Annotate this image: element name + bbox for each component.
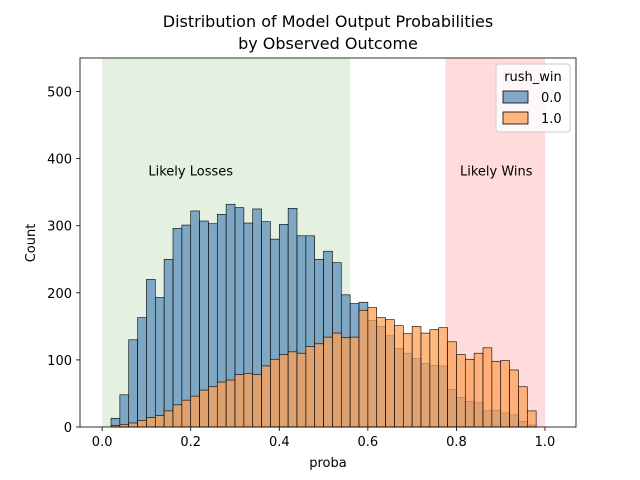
chart-title-line-2: by Observed Outcome — [238, 34, 418, 53]
legend: rush_win 0.0 1.0 — [495, 63, 571, 133]
y-tick-label-4: 400 — [47, 153, 72, 168]
bar-series-0-bin-6 — [154, 297, 165, 428]
bar-series-1-bin-32 — [385, 319, 395, 428]
bar-series-1-bin-33 — [394, 325, 404, 428]
x-tick-label-5: 1.0 — [535, 435, 556, 450]
bar-series-1-bin-13 — [216, 381, 227, 428]
x-tick-label-2: 0.4 — [269, 435, 290, 450]
region-annotations: Likely Losses Likely Wins — [148, 164, 532, 179]
bar-series-0-bin-2 — [119, 394, 130, 428]
x-axis-label: proba — [309, 456, 346, 471]
y-tick-label-5: 500 — [47, 86, 72, 101]
bar-series-1-bin-10 — [190, 395, 200, 428]
bar-series-0-bin-3 — [128, 339, 138, 428]
bar-series-1-bin-7 — [163, 410, 174, 428]
bar-series-1-bin-17 — [252, 374, 262, 428]
bar-series-1-bin-4 — [137, 419, 147, 428]
bar-series-1-bin-23 — [305, 346, 316, 428]
bar-series-1-bin-34 — [402, 333, 413, 428]
legend-swatch-1 — [502, 111, 529, 125]
bar-series-1-bin-16 — [243, 373, 254, 428]
bar-series-1-bin-47 — [518, 386, 528, 428]
bar-series-1-bin-45 — [500, 360, 510, 428]
chart-title-line-1: Distribution of Model Output Probabiliti… — [163, 12, 493, 31]
bar-series-1-bin-28 — [349, 336, 360, 428]
bar-series-1-bin-24 — [314, 343, 324, 428]
bar-series-1-bin-43 — [482, 347, 493, 428]
legend-entry-1: 1.0 — [541, 112, 562, 127]
y-tick-label-1: 100 — [47, 354, 72, 369]
bar-series-0-bin-5 — [146, 279, 156, 428]
bar-series-1-bin-14 — [225, 379, 236, 428]
bar-series-1-bin-12 — [208, 386, 218, 428]
bar-series-1-bin-29 — [358, 309, 369, 428]
legend-swatch-0 — [502, 90, 529, 104]
axes: 0.0 0.2 0.4 0.6 0.8 1.0 0 100 200 300 400 500 — [47, 57, 577, 450]
bar-series-1-bin-38 — [438, 327, 448, 428]
bar-series-1-bin-2 — [119, 424, 130, 428]
x-tick-label-1: 0.2 — [180, 435, 201, 450]
legend-title: rush_win — [504, 70, 562, 85]
bar-series-1-bin-6 — [154, 415, 165, 428]
y-tick-label-0: 0 — [64, 421, 72, 436]
bar-series-1-bin-42 — [473, 352, 484, 428]
bar-series-1-bin-9 — [181, 399, 192, 428]
x-tick-label-4: 0.8 — [446, 435, 467, 450]
bar-series-0-bin-8 — [172, 228, 183, 428]
bar-series-1-bin-35 — [411, 326, 422, 428]
bar-series-1-bin-8 — [172, 404, 183, 428]
x-tick-label-3: 0.6 — [358, 435, 379, 450]
bar-series-1-bin-11 — [199, 389, 209, 428]
bar-series-1-bin-37 — [429, 329, 440, 428]
bar-series-1-bin-41 — [464, 358, 475, 428]
bar-series-1-bin-30 — [367, 307, 378, 428]
bar-series-1-bin-26 — [332, 332, 342, 428]
histogram-bars — [110, 203, 537, 428]
bar-series-1-bin-44 — [491, 360, 502, 428]
bar-series-0-bin-7 — [163, 258, 174, 428]
plot-frame — [79, 57, 577, 428]
bar-series-1-bin-31 — [376, 317, 386, 428]
bar-series-1-bin-5 — [146, 417, 156, 428]
bar-series-1-bin-19 — [270, 358, 280, 428]
bar-series-1-bin-3 — [128, 422, 138, 428]
bar-series-1-bin-46 — [509, 369, 519, 428]
y-tick-label-3: 300 — [47, 220, 72, 235]
bar-series-1-bin-15 — [234, 374, 245, 428]
annotation-1: Likely Wins — [460, 164, 533, 179]
bar-series-1-bin-27 — [340, 337, 351, 428]
annotation-0: Likely Losses — [148, 164, 233, 179]
bar-series-0-bin-4 — [137, 317, 147, 428]
bar-series-1-bin-36 — [420, 332, 431, 428]
bar-series-0-bin-10 — [190, 210, 200, 428]
legend-entry-0: 0.0 — [541, 91, 562, 106]
bar-series-1-bin-48 — [526, 410, 537, 428]
bar-series-1-bin-20 — [278, 354, 289, 428]
bar-series-1-bin-40 — [456, 354, 466, 428]
bar-series-1-bin-18 — [261, 365, 271, 428]
bar-series-1-bin-25 — [323, 336, 333, 428]
bar-series-1-bin-21 — [287, 351, 298, 428]
x-tick-label-0: 0.0 — [92, 435, 113, 450]
y-axis-label: Count — [24, 224, 39, 263]
bar-series-1-bin-22 — [296, 352, 307, 428]
y-tick-label-2: 200 — [47, 287, 72, 302]
bar-series-1-bin-39 — [447, 341, 457, 428]
bar-series-0-bin-9 — [181, 224, 192, 428]
